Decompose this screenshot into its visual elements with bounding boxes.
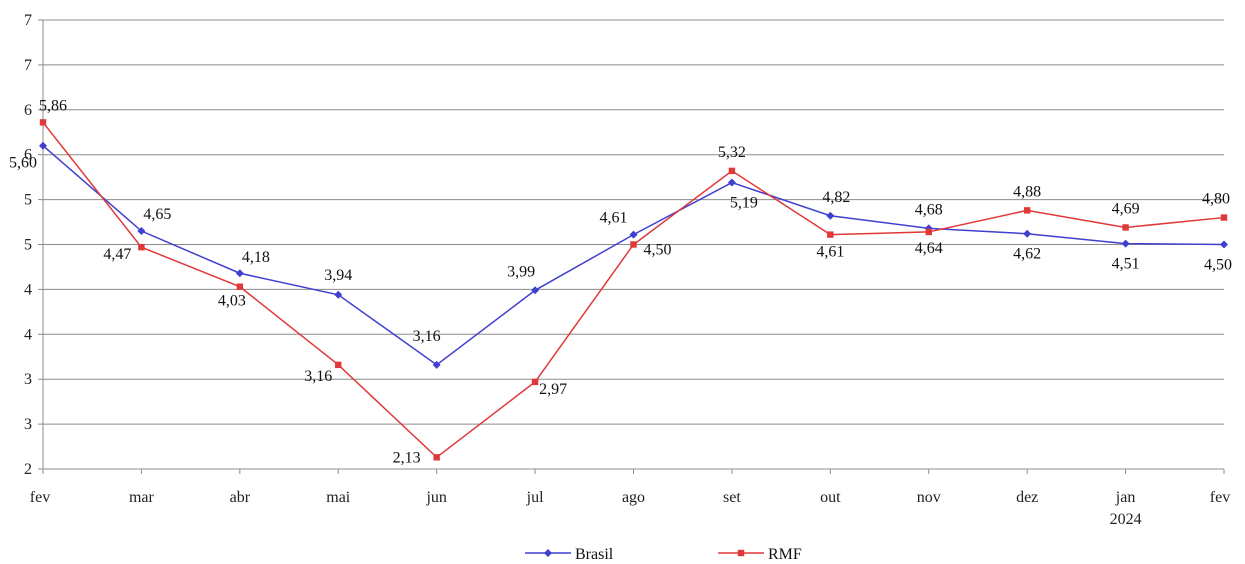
data-label: 4,64 [915, 240, 943, 257]
data-label: 5,86 [39, 97, 67, 114]
data-label: 4,51 [1112, 256, 1140, 273]
x-tick-label: jul [526, 489, 544, 506]
x-tick-label: set [723, 489, 741, 506]
data-label: 4,80 [1202, 191, 1230, 208]
point-marker [335, 361, 342, 369]
legend-label: Brasil [575, 546, 614, 563]
x-tick-label: dez [1016, 489, 1038, 506]
legend-marker [737, 549, 745, 557]
y-tick-label: 2 [24, 461, 32, 478]
point-marker [630, 241, 637, 248]
point-marker [1121, 239, 1130, 248]
point-marker [236, 283, 244, 290]
x-tick-sublabel: 2024 [1110, 511, 1142, 528]
series-line-brasil [42, 145, 1225, 366]
x-tick-label: fev [30, 489, 50, 506]
point-marker [727, 178, 736, 187]
data-label: 2,97 [539, 381, 567, 398]
data-label: 4,18 [242, 249, 270, 266]
legend-label: RMF [768, 546, 802, 563]
point-marker [1220, 214, 1228, 221]
point-marker [1023, 207, 1031, 214]
point-marker [39, 119, 47, 126]
x-tick-label: out [820, 489, 841, 506]
data-label: 4,50 [644, 242, 672, 259]
data-label: 3,16 [304, 368, 332, 385]
point-marker [531, 378, 539, 386]
point-marker [1122, 224, 1129, 231]
point-marker [433, 454, 440, 461]
point-marker [827, 231, 834, 238]
x-axis-tick-labels: fev mar abr mai jun jul ago set out nov dez jan 2024… [30, 489, 1230, 528]
point-marker [235, 269, 244, 278]
data-label: 5,19 [730, 195, 758, 212]
point-marker [39, 141, 47, 150]
data-label: 3,94 [324, 267, 352, 284]
data-label: 4,69 [1112, 200, 1140, 217]
point-marker [531, 286, 540, 295]
y-tick-label: 7 [24, 57, 32, 74]
data-label: 3,99 [507, 263, 535, 280]
data-label: 4,61 [600, 210, 628, 227]
x-tick-label: fev [1210, 489, 1230, 506]
data-label: 4,68 [915, 201, 943, 218]
data-label: 4,88 [1013, 183, 1041, 200]
data-label: 4,03 [218, 293, 246, 310]
y-tick-label: 5 [24, 237, 32, 254]
y-tick-label: 6 [24, 102, 32, 119]
data-label: 4,61 [816, 244, 844, 261]
data-label: 5,32 [718, 144, 746, 161]
x-tick-label: mar [129, 489, 155, 506]
y-tick-label: 5 [24, 192, 32, 209]
data-labels: 5,60 4,65 4,18 3,94 3,16 3,99 4,61 5,19 4,82 4,68… [9, 97, 1232, 466]
x-tick-label: nov [917, 489, 941, 506]
point-marker [138, 243, 145, 251]
point-marker [432, 360, 441, 369]
x-tick-label: mai [326, 489, 351, 506]
point-marker [137, 227, 146, 236]
y-tick-label: 3 [24, 371, 32, 388]
point-marker [925, 228, 932, 236]
data-label: 4,47 [103, 246, 131, 263]
point-marker [1023, 229, 1032, 238]
data-label: 4,65 [143, 206, 171, 223]
data-label: 4,62 [1013, 246, 1041, 263]
point-marker [334, 290, 343, 299]
y-tick-label: 4 [24, 326, 32, 343]
y-tick-label: 6 [24, 147, 32, 164]
x-tick-label: jan [1115, 489, 1136, 506]
y-axis-tick-labels: 2 3 3 4 4 5 5 6 6 7 7 [24, 12, 32, 478]
point-marker [1220, 240, 1228, 249]
data-label: 2,13 [393, 449, 421, 466]
legend: Brasil RMF [525, 546, 802, 563]
point-marker [728, 167, 736, 175]
legend-marker [544, 549, 552, 557]
point-marker [629, 230, 638, 239]
y-tick-label: 3 [24, 416, 32, 433]
y-tick-label: 7 [24, 12, 32, 29]
data-label: 4,50 [1204, 257, 1232, 274]
series-lines [39, 119, 1228, 461]
point-marker [826, 211, 835, 220]
gridlines [38, 19, 1225, 474]
x-tick-label: jun [425, 489, 446, 506]
x-tick-label: abr [230, 489, 251, 506]
data-label: 3,16 [413, 328, 441, 345]
data-label: 4,82 [822, 189, 850, 206]
y-tick-label: 4 [24, 281, 32, 298]
data-label: 5,60 [9, 155, 37, 172]
x-tick-label: ago [622, 489, 645, 506]
